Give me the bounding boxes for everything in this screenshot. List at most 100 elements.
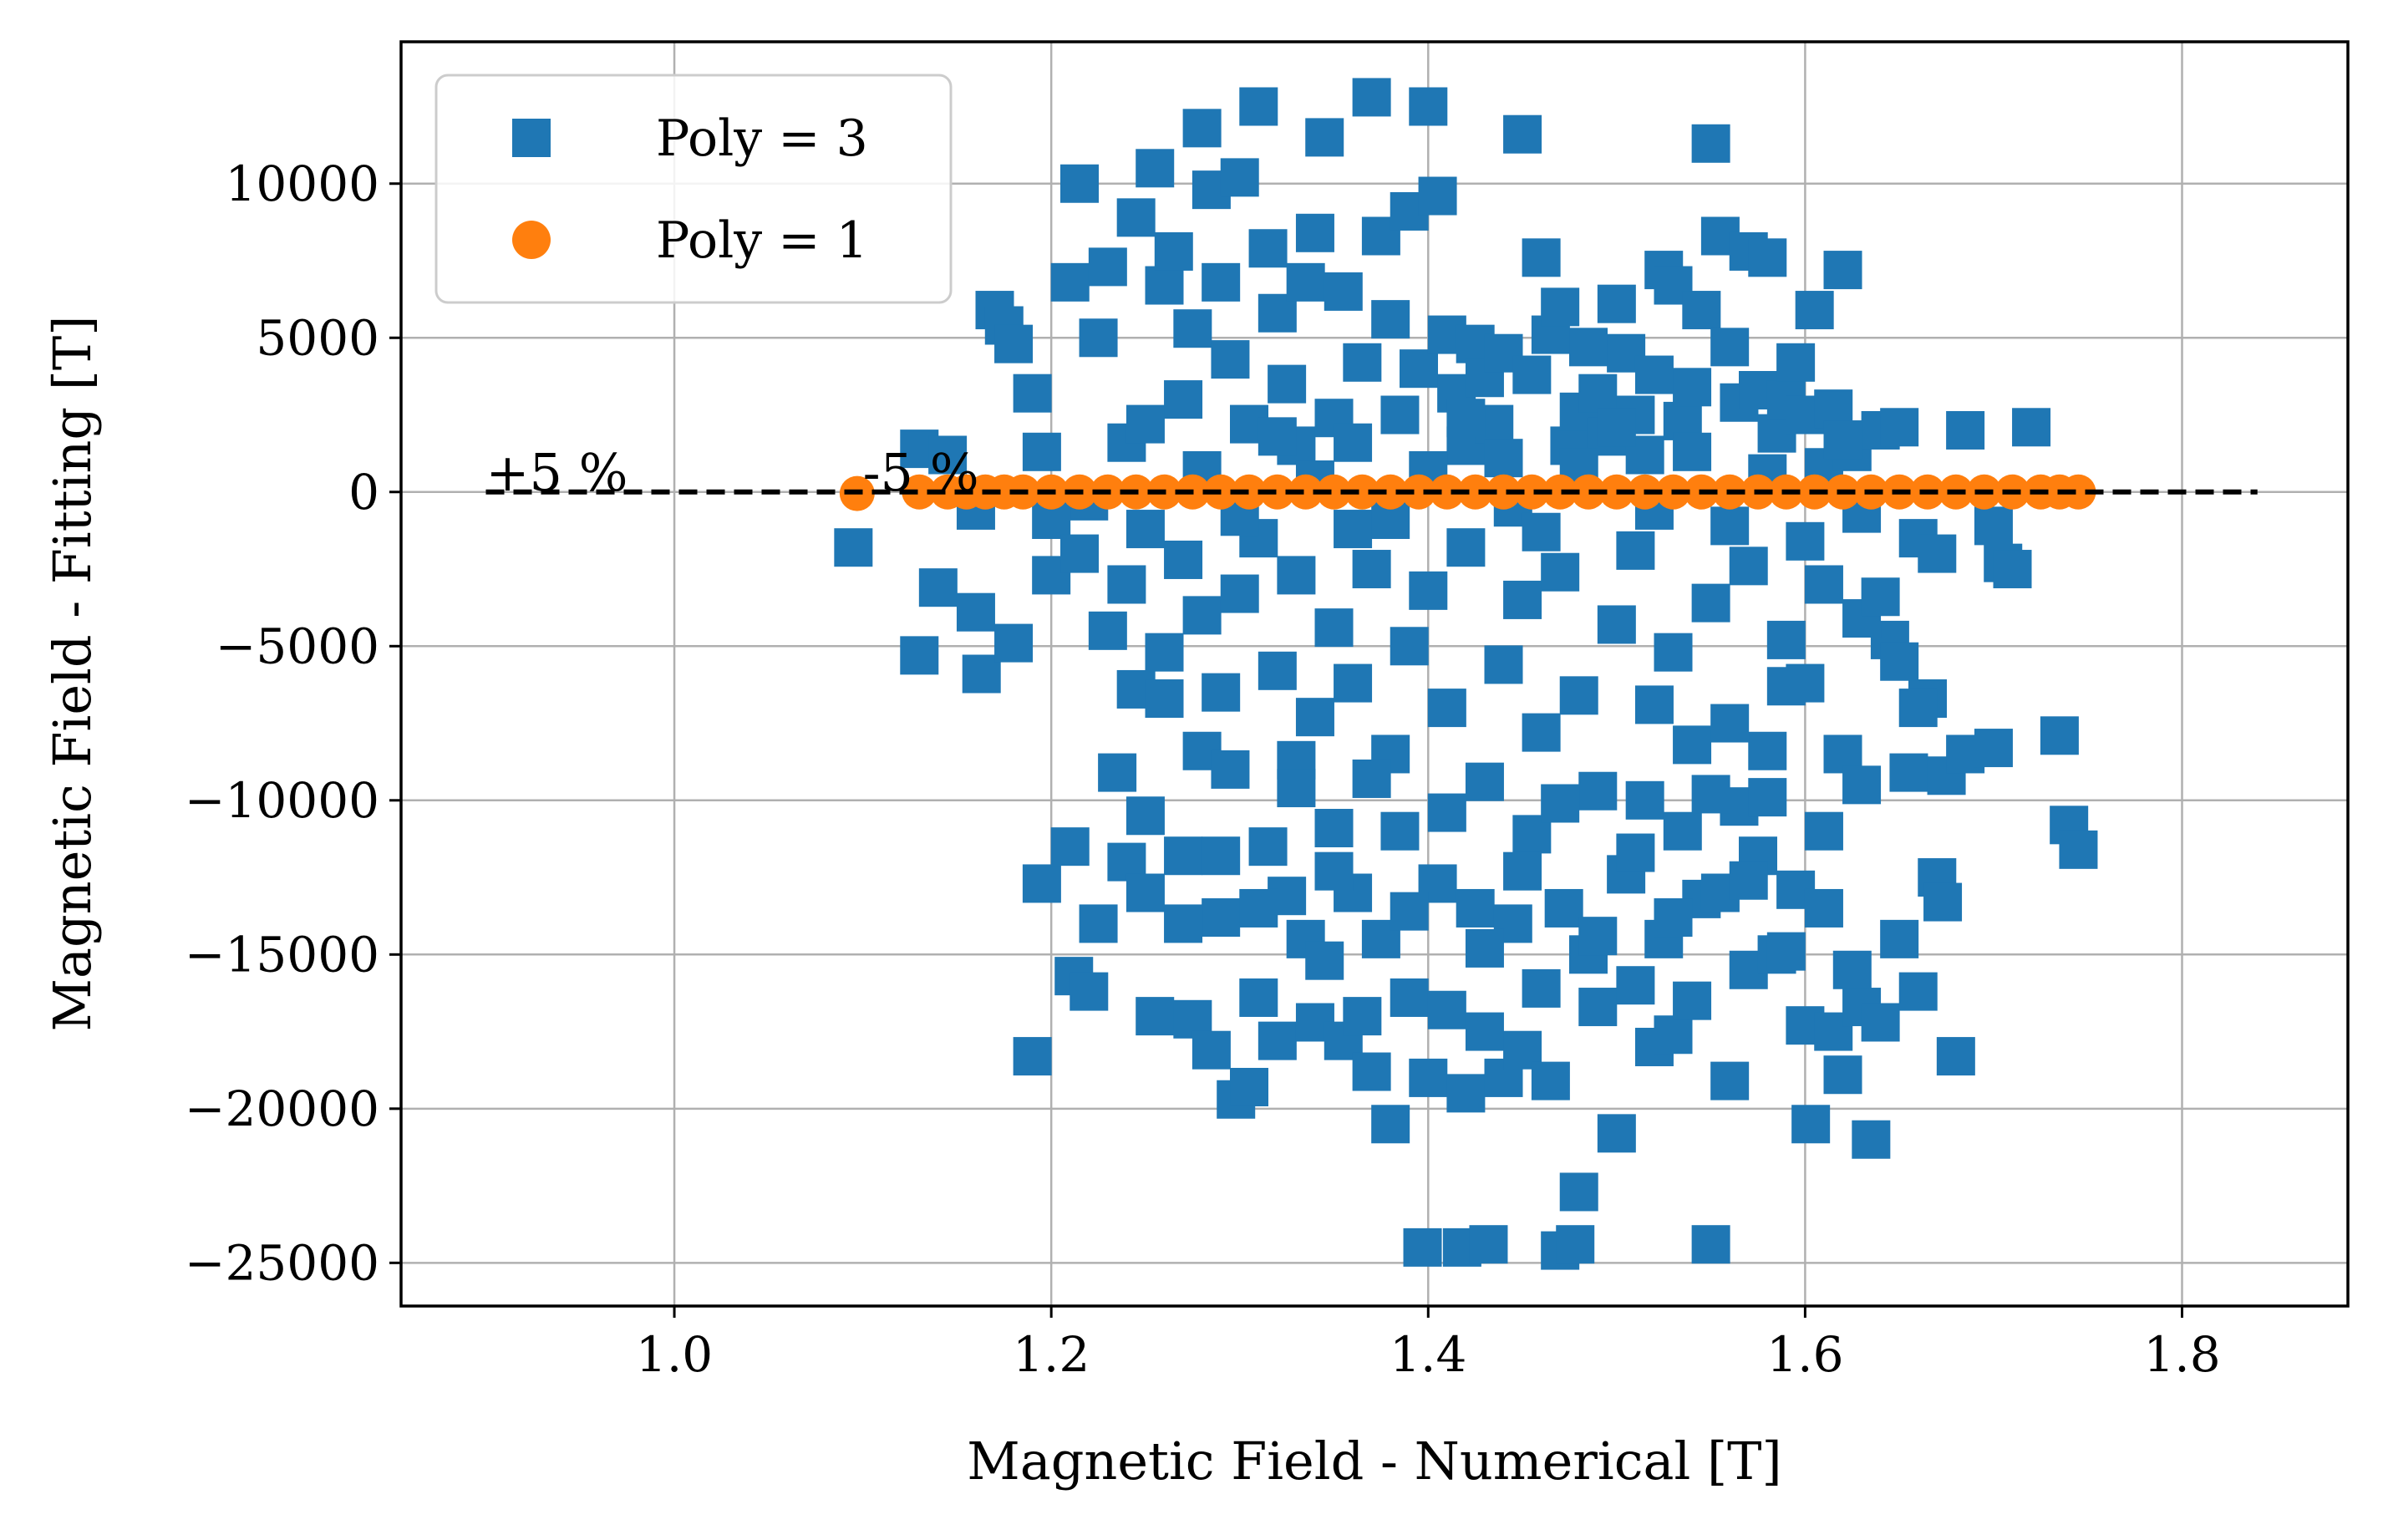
data-point-poly-3 xyxy=(1154,231,1193,271)
data-point-poly-3 xyxy=(1748,238,1787,277)
data-point-poly-3 xyxy=(1710,506,1750,546)
data-point-poly-3 xyxy=(1352,759,1391,798)
data-point-poly-3 xyxy=(1258,417,1297,456)
data-point-poly-3 xyxy=(1729,546,1768,586)
data-point-poly-3 xyxy=(1427,793,1466,832)
data-point-poly-3 xyxy=(1125,510,1165,549)
data-point-poly-3 xyxy=(1663,811,1702,851)
data-point-poly-3 xyxy=(1427,990,1466,1029)
data-point-poly-3 xyxy=(1786,663,1825,703)
data-point-poly-3 xyxy=(1634,355,1674,394)
data-point-poly-1 xyxy=(1344,474,1380,510)
y-axis-label: Magnetic Field - Fitting [T] xyxy=(42,316,103,1032)
data-point-poly-3 xyxy=(1050,262,1090,302)
data-point-poly-3 xyxy=(1923,882,1963,922)
data-point-poly-3 xyxy=(1202,898,1241,938)
legend-marker-poly-3 xyxy=(512,119,551,157)
data-point-poly-3 xyxy=(1456,888,1495,928)
data-point-poly-3 xyxy=(1484,645,1523,684)
data-point-poly-3 xyxy=(1673,368,1712,407)
data-point-poly-3 xyxy=(1861,577,1900,617)
x-tick-label: 1.2 xyxy=(1013,1326,1090,1383)
data-point-poly-1 xyxy=(1571,474,1607,510)
data-point-poly-3 xyxy=(1380,395,1420,435)
data-point-poly-3 xyxy=(1125,404,1165,444)
data-point-poly-3 xyxy=(1654,898,1693,938)
data-point-poly-3 xyxy=(1050,827,1090,867)
data-point-poly-3 xyxy=(1503,580,1542,619)
data-point-poly-3 xyxy=(1409,571,1448,610)
data-point-poly-3 xyxy=(1541,287,1580,327)
y-tick-label: −5000 xyxy=(216,618,379,674)
data-point-poly-3 xyxy=(1248,827,1288,867)
data-point-poly-3 xyxy=(1654,1015,1693,1055)
data-point-poly-3 xyxy=(1544,888,1583,928)
data-point-poly-3 xyxy=(1569,328,1608,367)
data-point-poly-1 xyxy=(1457,474,1493,510)
data-point-poly-3 xyxy=(1060,164,1100,203)
data-point-poly-3 xyxy=(1823,1055,1862,1095)
data-point-poly-3 xyxy=(1852,1120,1891,1159)
data-point-poly-3 xyxy=(1022,432,1061,471)
data-point-poly-3 xyxy=(1673,725,1712,765)
y-tick-label: 0 xyxy=(348,464,379,521)
data-point-poly-3 xyxy=(1295,698,1334,737)
data-point-poly-3 xyxy=(1202,836,1241,876)
data-point-poly-1 xyxy=(1373,474,1409,510)
data-point-poly-3 xyxy=(1277,556,1316,595)
data-point-poly-3 xyxy=(1334,510,1373,549)
data-point-poly-3 xyxy=(1258,1021,1297,1060)
data-point-poly-3 xyxy=(1239,888,1278,928)
data-point-poly-3 xyxy=(1220,574,1259,613)
data-point-poly-3 xyxy=(1823,420,1862,460)
y-tick-label: −25000 xyxy=(185,1234,379,1291)
data-point-poly-3 xyxy=(1503,851,1542,891)
data-point-poly-3 xyxy=(1164,380,1203,419)
data-point-poly-3 xyxy=(1343,343,1382,382)
data-point-poly-3 xyxy=(1446,399,1486,438)
x-axis-label: Magnetic Field - Numerical [T] xyxy=(967,1431,1781,1492)
data-point-poly-3 xyxy=(1314,809,1354,848)
data-point-poly-3 xyxy=(1390,627,1429,666)
data-point-poly-3 xyxy=(1248,229,1288,268)
data-point-poly-1 xyxy=(902,474,937,510)
data-point-poly-3 xyxy=(1116,198,1156,237)
data-point-poly-3 xyxy=(1239,87,1278,126)
legend-box xyxy=(434,74,953,304)
legend: Poly = 3 Poly = 1 xyxy=(434,74,953,304)
data-point-poly-3 xyxy=(1088,611,1127,650)
data-point-poly-3 xyxy=(1060,534,1100,573)
data-point-poly-3 xyxy=(1503,114,1542,154)
data-point-poly-3 xyxy=(1682,291,1721,330)
data-point-poly-3 xyxy=(1898,972,1938,1011)
data-point-poly-1 xyxy=(2060,474,2096,510)
data-point-poly-3 xyxy=(1748,778,1787,817)
data-point-poly-3 xyxy=(1164,540,1203,579)
data-point-poly-3 xyxy=(1202,673,1241,712)
data-point-poly-3 xyxy=(1403,1227,1442,1267)
data-point-poly-3 xyxy=(1578,988,1618,1027)
data-point-poly-3 xyxy=(1239,978,1278,1017)
plot-frame xyxy=(399,40,2350,1308)
data-point-poly-3 xyxy=(1597,408,1636,447)
legend-label-poly-3: Poly = 3 xyxy=(656,109,868,168)
data-point-poly-3 xyxy=(1295,213,1334,252)
data-point-poly-3 xyxy=(1145,633,1184,672)
data-point-poly-3 xyxy=(1918,534,1957,573)
data-point-poly-3 xyxy=(1409,1058,1448,1097)
data-point-poly-3 xyxy=(1766,620,1806,659)
x-tick-label: 1.8 xyxy=(2143,1326,2220,1383)
data-point-poly-3 xyxy=(1202,262,1241,302)
data-point-poly-3 xyxy=(1776,343,1816,382)
data-point-poly-3 xyxy=(1465,762,1504,801)
data-point-poly-3 xyxy=(1522,238,1561,277)
data-point-poly-3 xyxy=(1446,528,1486,567)
data-point-poly-3 xyxy=(1268,364,1307,404)
data-point-poly-1 xyxy=(1514,474,1550,510)
data-point-poly-3 xyxy=(1710,1061,1750,1100)
data-point-poly-3 xyxy=(1691,1225,1730,1264)
data-point-poly-3 xyxy=(1079,904,1118,943)
data-point-poly-3 xyxy=(1022,864,1061,903)
data-point-poly-3 xyxy=(1352,1052,1391,1091)
